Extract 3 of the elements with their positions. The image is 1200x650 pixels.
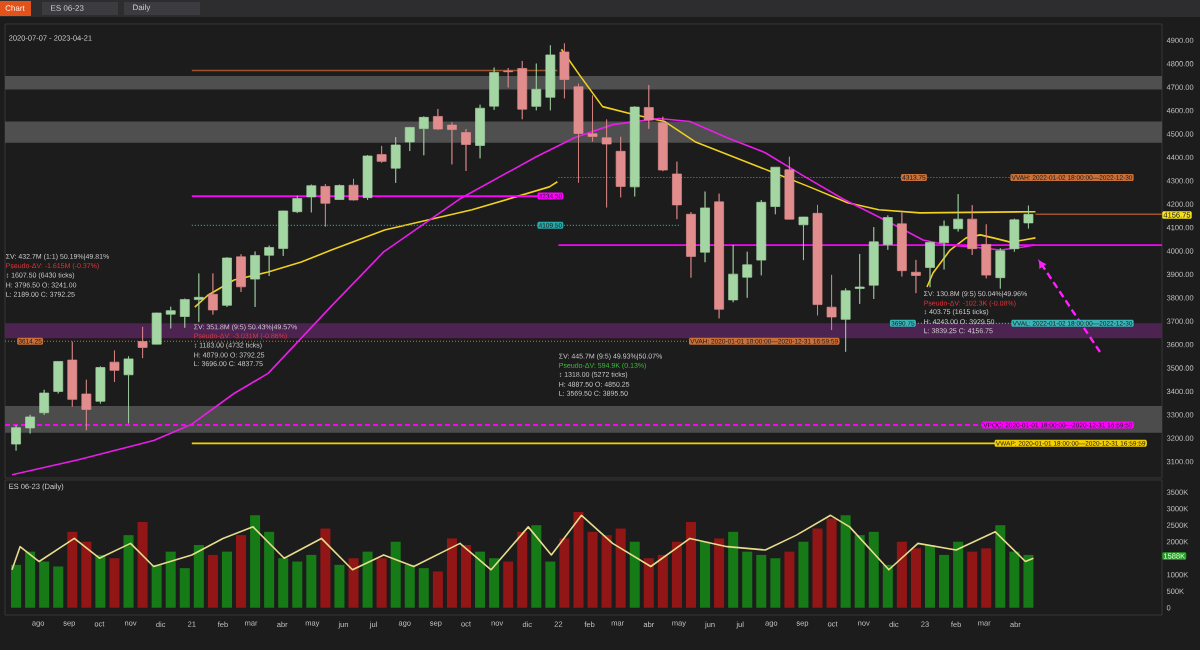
text: Daily <box>133 4 151 12</box>
text: Chart <box>5 5 25 11</box>
text: ES 06-23 <box>51 5 84 11</box>
